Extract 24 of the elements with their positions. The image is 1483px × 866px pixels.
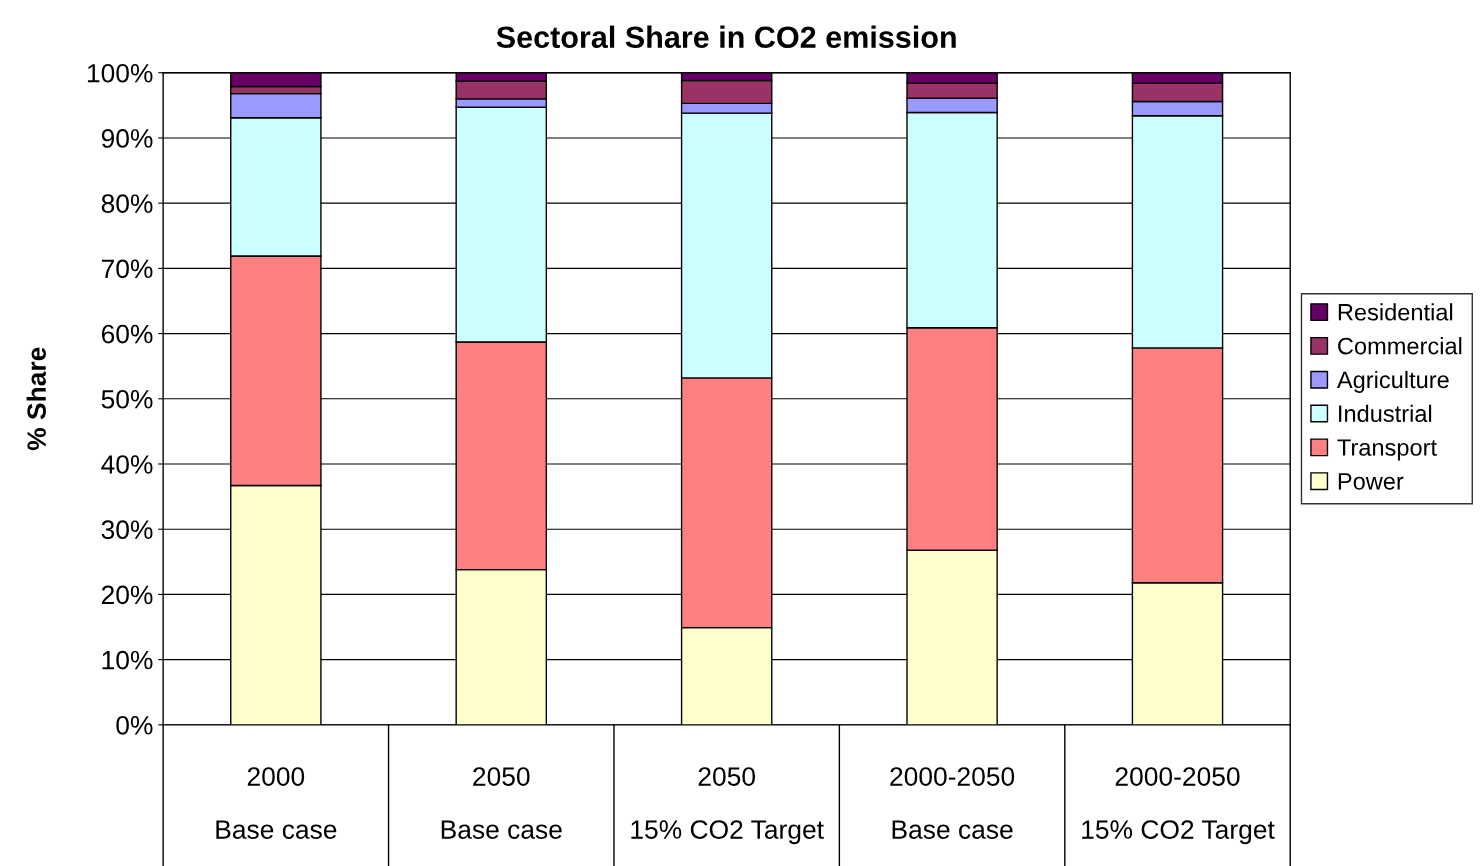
category-label: 2050 Base case xyxy=(441,767,562,839)
category-label: 2000-2050 15% CO2 Target xyxy=(1082,767,1275,845)
y-tick-label: 60% xyxy=(101,324,153,344)
category-label: 2000-2050 Base case xyxy=(890,767,1015,839)
legend-label: Industrial xyxy=(1339,404,1432,423)
y-tick-label: 30% xyxy=(101,520,153,540)
y-tick-label: 20% xyxy=(101,585,153,605)
legend-label: Power xyxy=(1338,473,1404,490)
category-label: 2050 15% CO2 Target xyxy=(631,767,824,845)
y-tick-label: 0% xyxy=(116,715,153,735)
y-tick-label: 100% xyxy=(87,63,153,83)
y-tick-label: 70% xyxy=(101,259,153,279)
y-tick-label: 10% xyxy=(102,650,153,670)
legend-label: Residential xyxy=(1338,303,1453,321)
legend-label: Commercial xyxy=(1338,337,1462,355)
y-axis-title: % Share xyxy=(26,347,46,451)
y-tick-label: 40% xyxy=(101,455,153,474)
chart-title: Sectoral Share in CO2 emission xyxy=(496,25,956,49)
y-tick-label: 80% xyxy=(101,194,153,213)
y-tick-label: 90% xyxy=(101,129,153,148)
legend-label: Transport xyxy=(1337,439,1437,461)
legend-label: Agriculture xyxy=(1336,370,1449,393)
category-label: 2000 Base case xyxy=(216,767,337,839)
y-tick-label: 50% xyxy=(101,389,153,409)
